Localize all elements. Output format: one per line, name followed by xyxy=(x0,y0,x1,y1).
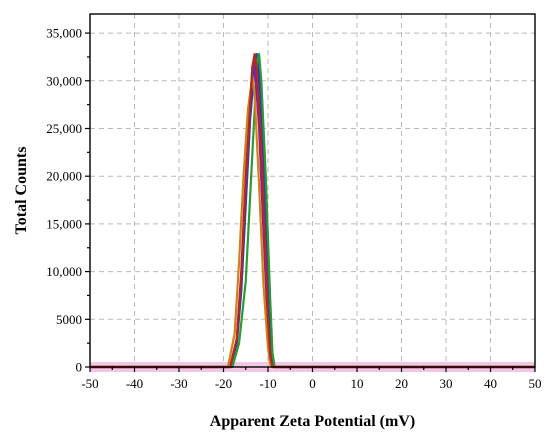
series-layer xyxy=(90,52,535,369)
y-tick-label: 20,000 xyxy=(46,169,82,184)
x-tick-label: 30 xyxy=(440,376,453,391)
x-tick-label: 10 xyxy=(351,376,364,391)
x-tick-label: 0 xyxy=(309,376,316,391)
x-tick-label: -40 xyxy=(126,376,143,391)
y-tick-label: 25,000 xyxy=(46,121,82,136)
series-line-2 xyxy=(90,52,535,369)
series-line-5 xyxy=(90,52,535,369)
series-line-4 xyxy=(90,74,535,369)
x-tick-label: -30 xyxy=(170,376,187,391)
y-tick-label: 10,000 xyxy=(46,264,82,279)
y-axis-title: Total Counts xyxy=(13,147,30,235)
x-tick-label: 40 xyxy=(484,376,497,391)
y-tick-label: 30,000 xyxy=(46,73,82,88)
x-tick-label: -10 xyxy=(259,376,276,391)
y-axis: 0 5000 10,000 15,000 20,000 25,000 30,000 35,00… xyxy=(46,26,90,375)
y-tick-label: 5000 xyxy=(56,312,82,327)
x-tick-label: 20 xyxy=(395,376,408,391)
x-tick-label: -50 xyxy=(81,376,98,391)
y-tick-label: 35,000 xyxy=(46,26,82,41)
x-tick-label: -20 xyxy=(215,376,232,391)
y-tick-label: 0 xyxy=(76,360,83,375)
x-tick-label: 50 xyxy=(529,376,542,391)
x-axis-title: Apparent Zeta Potential (mV) xyxy=(210,413,415,430)
y-tick-label: 15,000 xyxy=(46,216,82,231)
grid-layer xyxy=(90,14,535,367)
x-axis: -50 -40 -30 -20 -10 0 10 20 30 40 50 xyxy=(81,367,542,391)
